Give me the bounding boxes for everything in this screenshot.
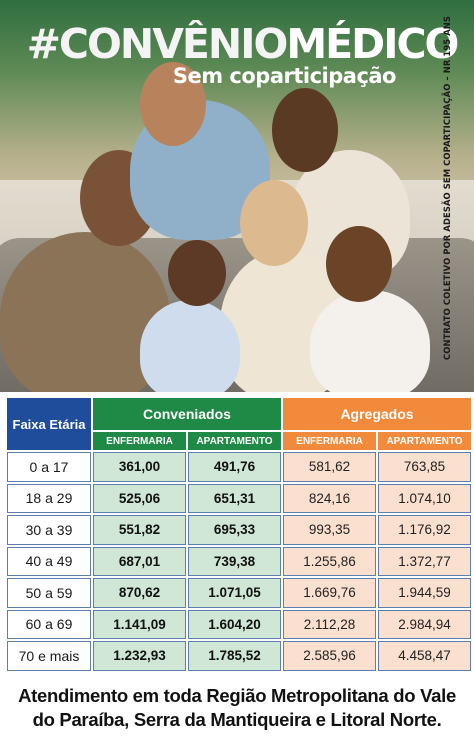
photo-girl-right	[310, 290, 430, 392]
agr-enfermaria-cell: 993,35	[283, 515, 376, 545]
age-range-cell: 40 a 49	[7, 546, 91, 576]
footer-line-2: do Paraíba, Serra da Mantiqueira e Litor…	[32, 709, 442, 730]
table-row: 0 a 17 361,00 491,76 581,62 763,85	[7, 452, 471, 482]
page-subtitle: Sem coparticipação	[172, 64, 397, 88]
conv-enfermaria-cell: 1.141,09	[93, 609, 186, 639]
page-title: #CONVÊNIOMÉDICO	[22, 22, 462, 66]
photo-grandmother-head	[240, 180, 308, 266]
agregados-header: Agregados	[283, 398, 471, 430]
table-row: 70 e mais 1.232,93 1.785,52 2.585,96 4.4…	[7, 641, 471, 671]
table-row: 30 a 39 551,82 695,33 993,35 1.176,92	[7, 515, 471, 545]
conv-apartamento-cell: 1.071,05	[188, 578, 281, 608]
age-range-cell: 18 a 29	[7, 483, 91, 513]
photo-girl-left-head	[168, 240, 226, 306]
conv-enfermaria-cell: 687,01	[93, 546, 186, 576]
coverage-footer: Atendimento em toda Região Metropolitana…	[0, 684, 474, 732]
hero-banner: #CONVÊNIOMÉDICO Sem coparticipação CONTR…	[0, 0, 474, 392]
table-row: 40 a 49 687,01 739,38 1.255,86 1.372,77	[7, 546, 471, 576]
conv-enfermaria-cell: 361,00	[93, 452, 186, 482]
conv-apartamento-cell: 739,38	[188, 546, 281, 576]
age-range-cell: 0 a 17	[7, 452, 91, 482]
agr-enfermaria-cell: 1.255,86	[283, 546, 376, 576]
conv-apartamento-cell: 1.604,20	[188, 609, 281, 639]
age-range-cell: 30 a 39	[7, 515, 91, 545]
subheader-agr-enfermaria: ENFERMARIA	[283, 432, 376, 450]
conv-enfermaria-cell: 525,06	[93, 483, 186, 513]
conv-apartamento-cell: 695,33	[188, 515, 281, 545]
age-range-header: Faixa Etária	[7, 398, 91, 450]
table-row: 50 a 59 870,62 1.071,05 1.669,76 1.944,5…	[7, 578, 471, 608]
age-range-cell: 70 e mais	[7, 641, 91, 671]
agr-apartamento-cell: 4.458,47	[378, 641, 471, 671]
conv-apartamento-cell: 491,76	[188, 452, 281, 482]
photo-girl-left	[140, 300, 240, 392]
agr-enfermaria-cell: 1.669,76	[283, 578, 376, 608]
conv-enfermaria-cell: 1.232,93	[93, 641, 186, 671]
age-range-cell: 50 a 59	[7, 578, 91, 608]
contract-side-note: CONTRATO COLETIVO POR ADESÃO SEM COPARTI…	[442, 15, 452, 360]
photo-young-man-head	[140, 62, 206, 146]
price-table-wrapper: Faixa Etária Conveniados Agregados ENFER…	[5, 396, 471, 673]
agr-apartamento-cell: 1.372,77	[378, 546, 471, 576]
agr-enfermaria-cell: 824,16	[283, 483, 376, 513]
agr-apartamento-cell: 1.074,10	[378, 483, 471, 513]
conv-apartamento-cell: 651,31	[188, 483, 281, 513]
agr-apartamento-cell: 763,85	[378, 452, 471, 482]
table-group-header-row: Faixa Etária Conveniados Agregados	[7, 398, 471, 450]
price-table: Faixa Etária Conveniados Agregados ENFER…	[5, 396, 473, 673]
subheader-conv-apartamento: APARTAMENTO	[188, 432, 281, 450]
title-part-1: #CONVÊNIO	[26, 20, 289, 68]
table-row: 18 a 29 525,06 651,31 824,16 1.074,10	[7, 483, 471, 513]
subheader-agr-apartamento: APARTAMENTO	[378, 432, 471, 450]
conv-enfermaria-cell: 551,82	[93, 515, 186, 545]
table-subheader-row: ENFERMARIA APARTAMENTO ENFERMARIA APARTA…	[7, 432, 471, 450]
title-part-2: MÉDICO	[286, 20, 459, 68]
age-range-cell: 60 a 69	[7, 609, 91, 639]
agr-apartamento-cell: 1.176,92	[378, 515, 471, 545]
agr-enfermaria-cell: 2.585,96	[283, 641, 376, 671]
agr-apartamento-cell: 1.944,59	[378, 578, 471, 608]
agr-enfermaria-cell: 2.112,28	[283, 609, 376, 639]
conv-enfermaria-cell: 870,62	[93, 578, 186, 608]
agr-apartamento-cell: 2.984,94	[378, 609, 471, 639]
photo-girl-right-head	[326, 226, 392, 302]
photo-young-woman-head	[272, 88, 338, 172]
conveniados-header: Conveniados	[93, 398, 281, 430]
subheader-conv-enfermaria: ENFERMARIA	[93, 432, 186, 450]
agr-enfermaria-cell: 581,62	[283, 452, 376, 482]
footer-line-1: Atendimento em toda Região Metropolitana…	[18, 685, 456, 706]
table-row: 60 a 69 1.141,09 1.604,20 2.112,28 2.984…	[7, 609, 471, 639]
conv-apartamento-cell: 1.785,52	[188, 641, 281, 671]
